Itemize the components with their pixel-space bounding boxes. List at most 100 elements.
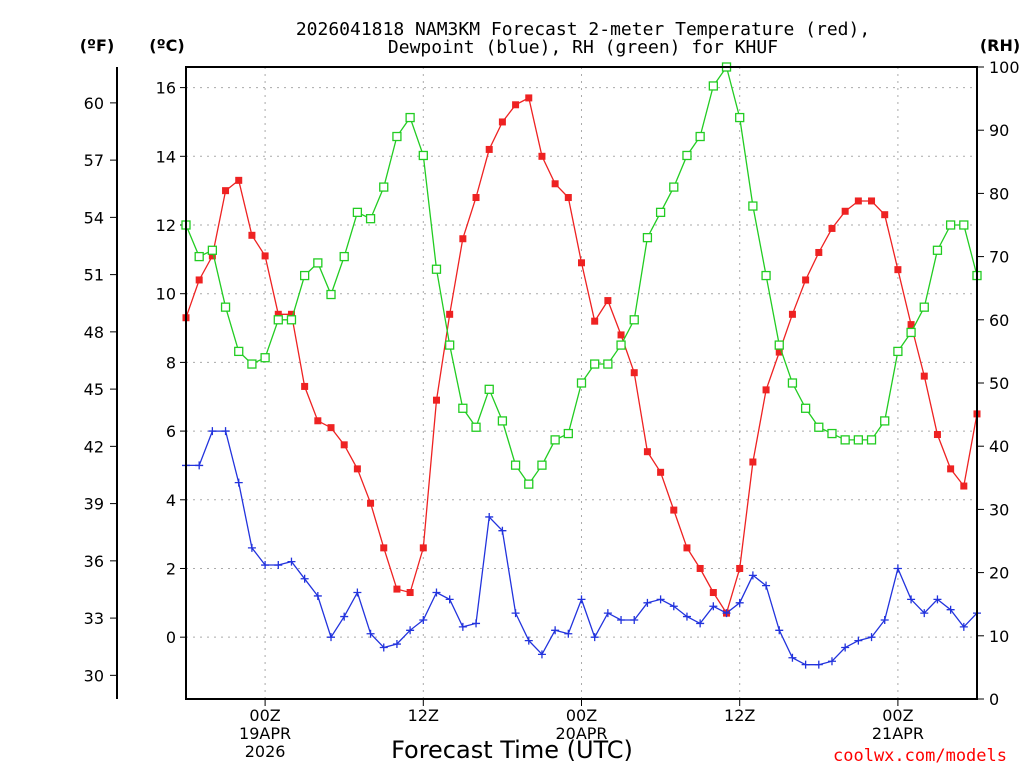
dewpoint-point xyxy=(340,612,349,621)
dewpoint-point xyxy=(656,595,665,604)
rh-tick-label: 90 xyxy=(989,121,1009,140)
rh-point xyxy=(445,340,455,350)
rh-point xyxy=(510,460,521,470)
rh-point xyxy=(800,403,811,413)
temperature-point xyxy=(367,499,375,507)
rh-tick-label: 30 xyxy=(989,500,1009,519)
rh-point xyxy=(537,460,547,470)
x-tick-label: 19APR xyxy=(239,724,291,743)
celsius-tick-label: 0 xyxy=(166,628,176,647)
temperature-point xyxy=(208,252,216,260)
fahrenheit-tick-label: 60 xyxy=(84,94,104,113)
x-tick-label: 21APR xyxy=(872,724,924,743)
chart-title-line2: Dewpoint (blue), RH (green) for KHUF xyxy=(388,37,778,58)
temperature-point xyxy=(591,317,599,325)
dewpoint-point xyxy=(524,636,533,645)
rh-point xyxy=(286,315,297,325)
fahrenheit-tick-label: 45 xyxy=(84,380,104,399)
celsius-unit-label: (ºC) xyxy=(149,36,184,55)
dewpoint-point xyxy=(392,640,401,649)
temperature-point xyxy=(657,468,665,476)
dewpoint-point xyxy=(841,643,850,652)
temperature-point xyxy=(287,310,295,318)
temperature-point xyxy=(617,331,625,339)
temperature-point xyxy=(485,145,493,153)
dewpoint-point xyxy=(775,626,784,635)
rh-point xyxy=(365,214,376,224)
rh-point xyxy=(774,340,784,350)
rh-point xyxy=(919,302,929,312)
rh-tick-label: 100 xyxy=(989,58,1020,77)
temperature-point xyxy=(525,94,533,102)
dewpoint-point xyxy=(920,609,929,618)
dewpoint-point xyxy=(590,633,599,642)
dewpoint-point xyxy=(537,650,546,659)
temperature-point xyxy=(393,585,401,593)
rh-point xyxy=(194,251,204,262)
rh-point xyxy=(695,131,705,142)
x-tick-label: 00Z xyxy=(249,706,280,725)
rh-point xyxy=(497,416,508,426)
dewpoint-point xyxy=(933,595,942,604)
fahrenheit-tick-label: 48 xyxy=(84,323,104,342)
rh-point xyxy=(220,302,231,312)
rh-tick-label: 80 xyxy=(989,184,1009,203)
rh-tick-label: 60 xyxy=(989,311,1009,330)
temperature-point xyxy=(235,176,243,184)
rh-tick-label: 50 xyxy=(989,374,1009,393)
dewpoint-point xyxy=(327,633,336,642)
dewpoint-point xyxy=(485,512,494,521)
temperature-point xyxy=(894,266,902,274)
dewpoint-point xyxy=(682,612,691,621)
temperature-point xyxy=(630,369,638,377)
rh-point xyxy=(787,378,798,388)
temperature-point xyxy=(749,458,757,466)
temperature-point xyxy=(696,564,704,572)
temperature-point xyxy=(960,482,968,490)
dewpoint-point xyxy=(472,619,481,628)
plot-frame xyxy=(185,66,978,700)
temperature-point xyxy=(947,465,955,473)
rh-point xyxy=(616,340,626,350)
temperature-point xyxy=(854,197,862,205)
rh-point xyxy=(484,384,494,394)
dewpoint-point xyxy=(458,622,467,631)
temperature-point xyxy=(841,207,849,215)
dewpoint-point xyxy=(208,427,217,436)
dewpoint-point xyxy=(748,571,757,580)
rh-point xyxy=(576,378,587,388)
celsius-tick-label: 2 xyxy=(166,559,176,578)
dewpoint-point xyxy=(234,478,243,487)
dewpoint-point xyxy=(696,619,705,628)
dewpoint-point xyxy=(643,598,652,607)
rh-point xyxy=(524,479,534,489)
x-axis-label: Forecast Time (UTC) xyxy=(391,736,633,764)
dewpoint-point xyxy=(827,657,836,666)
temperature-point xyxy=(802,276,810,284)
rh-point xyxy=(458,403,468,413)
rh-point xyxy=(840,435,850,445)
rh-point xyxy=(418,150,428,161)
x-tick-label: 12Z xyxy=(724,706,755,725)
dewpoint-point xyxy=(959,622,968,631)
dewpoint-point xyxy=(577,595,586,604)
temperature-point xyxy=(195,276,203,284)
dewpoint-point xyxy=(445,595,454,604)
rh-point xyxy=(893,346,903,357)
dewpoint-point xyxy=(195,461,204,470)
temperature-point xyxy=(419,544,427,552)
rh-point xyxy=(247,359,257,369)
dewpoint-point xyxy=(366,629,375,638)
celsius-tick-label: 10 xyxy=(156,285,176,304)
temperature-point xyxy=(907,321,915,329)
dewpoint-point xyxy=(247,543,256,552)
rh-tick-label: 0 xyxy=(989,690,999,709)
rh-point xyxy=(735,112,745,123)
temperature-point xyxy=(868,197,876,205)
temperature-point xyxy=(683,544,691,552)
temperature-point xyxy=(775,348,783,356)
rh-point xyxy=(313,258,323,268)
rh-point xyxy=(853,435,863,445)
fahrenheit-tick-label: 36 xyxy=(84,552,104,571)
